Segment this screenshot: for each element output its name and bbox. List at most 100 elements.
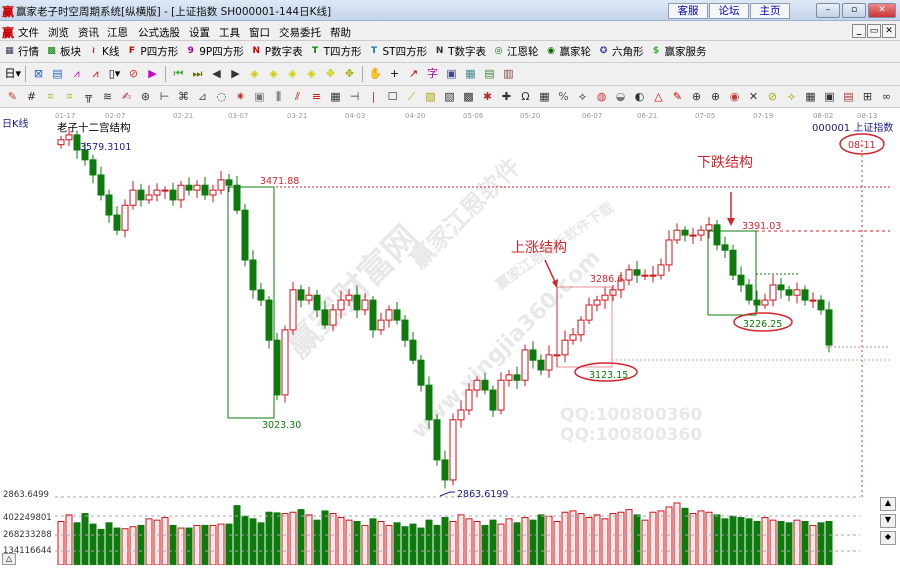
drawing-tool-38-icon[interactable]: ◉ [729, 89, 740, 103]
tool-c-icon[interactable]: ▤ [484, 67, 495, 80]
drawing-tool-26-icon[interactable]: ✚ [501, 89, 512, 103]
toolbar-p-square-button[interactable]: F P四方形 [125, 44, 178, 59]
minimize-button[interactable]: – [816, 3, 840, 18]
zoom-in-h-icon[interactable]: ◈ [250, 67, 259, 80]
menu-help[interactable]: 帮助 [330, 27, 351, 39]
menu-formula[interactable]: 公式选股 [138, 27, 180, 39]
drawing-tool-20-icon[interactable]: ☐ [387, 89, 398, 103]
drawing-tool-19-icon[interactable]: | [371, 89, 376, 103]
prev-icon[interactable]: ◀ [212, 67, 221, 80]
drawing-tool-12-icon[interactable]: ✷ [235, 89, 246, 103]
last-icon[interactable]: ⏭ [192, 67, 203, 80]
line-up-icon[interactable]: ⩘ [73, 67, 80, 80]
drawing-tool-3-icon[interactable]: ⌗ [66, 89, 73, 103]
drawing-tool-15-icon[interactable]: ⫽ [295, 89, 300, 103]
homepage-button[interactable]: 主页 [750, 3, 790, 19]
drawing-tool-2-icon[interactable]: ⌗ [47, 89, 54, 103]
chart-view-icon[interactable]: ⊠ [33, 67, 44, 80]
drawing-tool-39-icon[interactable]: ✕ [748, 89, 759, 103]
text-icon[interactable]: 字 [427, 67, 438, 80]
drawing-tool-17-icon[interactable]: ▦ [330, 89, 341, 103]
toolbar-kline-button[interactable]: ≀ K线 [87, 44, 120, 59]
drawing-tool-0-icon[interactable]: ✎ [7, 89, 18, 103]
toolbar-sector-button[interactable]: ▩ 板块 [45, 44, 81, 59]
drawing-tool-11-icon[interactable]: ◌ [216, 89, 227, 103]
first-icon[interactable]: ⏮ [173, 67, 184, 80]
drawing-tool-10-icon[interactable]: ⊿ [197, 89, 208, 103]
drawing-tool-6-icon[interactable]: ✍ [121, 89, 132, 103]
drawing-tool-32-icon[interactable]: ◒ [615, 89, 626, 103]
close-button[interactable]: ✕ [868, 3, 896, 18]
menu-news[interactable]: 资讯 [78, 27, 99, 39]
toolbar-winner-wheel-button[interactable]: ◉ 赢家轮 [545, 44, 591, 59]
menu-trade[interactable]: 交易委托 [279, 27, 321, 39]
panel-down-button[interactable]: ▼ [880, 514, 896, 528]
mdi-restore-button[interactable]: ▭ [867, 24, 881, 38]
tool-d-icon[interactable]: ▥ [503, 67, 514, 80]
drawing-tool-34-icon[interactable]: △ [654, 89, 663, 103]
kline-chart-area[interactable]: 赢家财富网 赢家江恩软件 www.yingjia360.com QQ:10080036… [0, 108, 900, 566]
drawing-tool-23-icon[interactable]: ▧ [444, 89, 455, 103]
candle-type-icon[interactable]: ▯▾ [108, 67, 121, 80]
next-icon[interactable]: ▶ [231, 67, 240, 80]
period-day-icon[interactable]: 日▾ [4, 67, 22, 80]
drawing-tool-8-icon[interactable]: ⊢ [159, 89, 170, 103]
zoom-reset-icon[interactable]: ✥ [344, 67, 355, 80]
tool-a-icon[interactable]: ▣ [446, 67, 457, 80]
drawing-tool-7-icon[interactable]: ⊛ [140, 89, 151, 103]
drawing-tool-16-icon[interactable]: ≡ [311, 89, 322, 103]
drawing-tool-29-icon[interactable]: % [558, 89, 569, 103]
tool-b-icon[interactable]: ▦ [465, 67, 476, 80]
drawing-tool-4-icon[interactable]: ╦ [85, 89, 92, 103]
mdi-close-button[interactable]: ✕ [882, 24, 896, 38]
drawing-tool-46-icon[interactable]: ∞ [881, 89, 892, 103]
drawing-tool-1-icon[interactable]: # [26, 89, 37, 103]
menu-settings[interactable]: 设置 [189, 27, 210, 39]
toolbar-hexagon-button[interactable]: ✪ 六角形 [597, 44, 644, 59]
toolbar-p-number-button[interactable]: N P数字表 [250, 44, 302, 59]
drawing-tool-42-icon[interactable]: ▦ [805, 89, 816, 103]
indicator-icon[interactable]: ⊘ [128, 67, 139, 80]
drawing-tool-41-icon[interactable]: ⟡ [787, 89, 796, 103]
forum-button[interactable]: 论坛 [709, 3, 749, 19]
customer-service-button[interactable]: 客服 [668, 3, 708, 19]
zoom-out-h-icon[interactable]: ◈ [269, 67, 278, 80]
drawing-tool-35-icon[interactable]: ✎ [672, 89, 683, 103]
toolbar-9p-square-button[interactable]: 9 9P四方形 [184, 44, 244, 59]
drawing-tool-40-icon[interactable]: ⊘ [767, 89, 778, 103]
panel-up-button[interactable]: ▲ [880, 497, 896, 511]
hand-icon[interactable]: ✋ [368, 67, 383, 80]
drawing-tool-5-icon[interactable]: ≋ [102, 89, 113, 103]
drawing-tool-22-icon[interactable]: ▨ [425, 89, 436, 103]
drawing-tool-45-icon[interactable]: ⊞ [862, 89, 873, 103]
drawing-tool-24-icon[interactable]: ▩ [463, 89, 474, 103]
zoom-in-v-icon[interactable]: ◈ [288, 67, 297, 80]
menu-tools[interactable]: 工具 [219, 27, 240, 39]
drawing-tool-37-icon[interactable]: ⊕ [710, 89, 721, 103]
kline-chart[interactable]: 赢家财富网赢家江恩软件www.yingjia360.comQQ:10080036… [0, 108, 900, 566]
drawing-tool-25-icon[interactable]: ✱ [482, 89, 493, 103]
drawing-tool-28-icon[interactable]: ▦ [539, 89, 550, 103]
doc-icon[interactable]: ▤ [52, 67, 63, 80]
toolbar-gann-wheel-button[interactable]: ◎ 江恩轮 [492, 44, 539, 59]
crosshair-icon[interactable]: + [389, 67, 400, 80]
zoom-out-v-icon[interactable]: ◈ [307, 67, 316, 80]
toolbar-t-square-button[interactable]: T T四方形 [309, 44, 362, 59]
drawing-tool-33-icon[interactable]: ◐ [634, 89, 645, 103]
drawing-tool-31-icon[interactable]: ◍ [596, 89, 607, 103]
drawing-tool-43-icon[interactable]: ▣ [824, 89, 835, 103]
drawing-tool-18-icon[interactable]: ⊣ [349, 89, 360, 103]
flag-icon[interactable]: ▶ [148, 67, 157, 80]
maximize-button[interactable]: ▫ [842, 3, 866, 18]
drawing-tool-14-icon[interactable]: ⫼ [275, 89, 282, 103]
panel-expand-button[interactable]: ◆ [880, 531, 896, 545]
menu-file[interactable]: 文件 [18, 27, 39, 39]
drawing-tool-9-icon[interactable]: ⌘ [178, 89, 189, 103]
menu-window[interactable]: 窗口 [249, 27, 270, 39]
drawing-tool-27-icon[interactable]: Ω [521, 89, 530, 103]
menu-browse[interactable]: 浏览 [48, 27, 69, 39]
toolbar-quote-button[interactable]: ▦ 行情 [3, 44, 39, 59]
menu-gann[interactable]: 江恩 [107, 27, 128, 39]
collapse-button[interactable]: △ [2, 553, 16, 565]
drawing-tool-21-icon[interactable]: ⟋ [407, 89, 416, 103]
